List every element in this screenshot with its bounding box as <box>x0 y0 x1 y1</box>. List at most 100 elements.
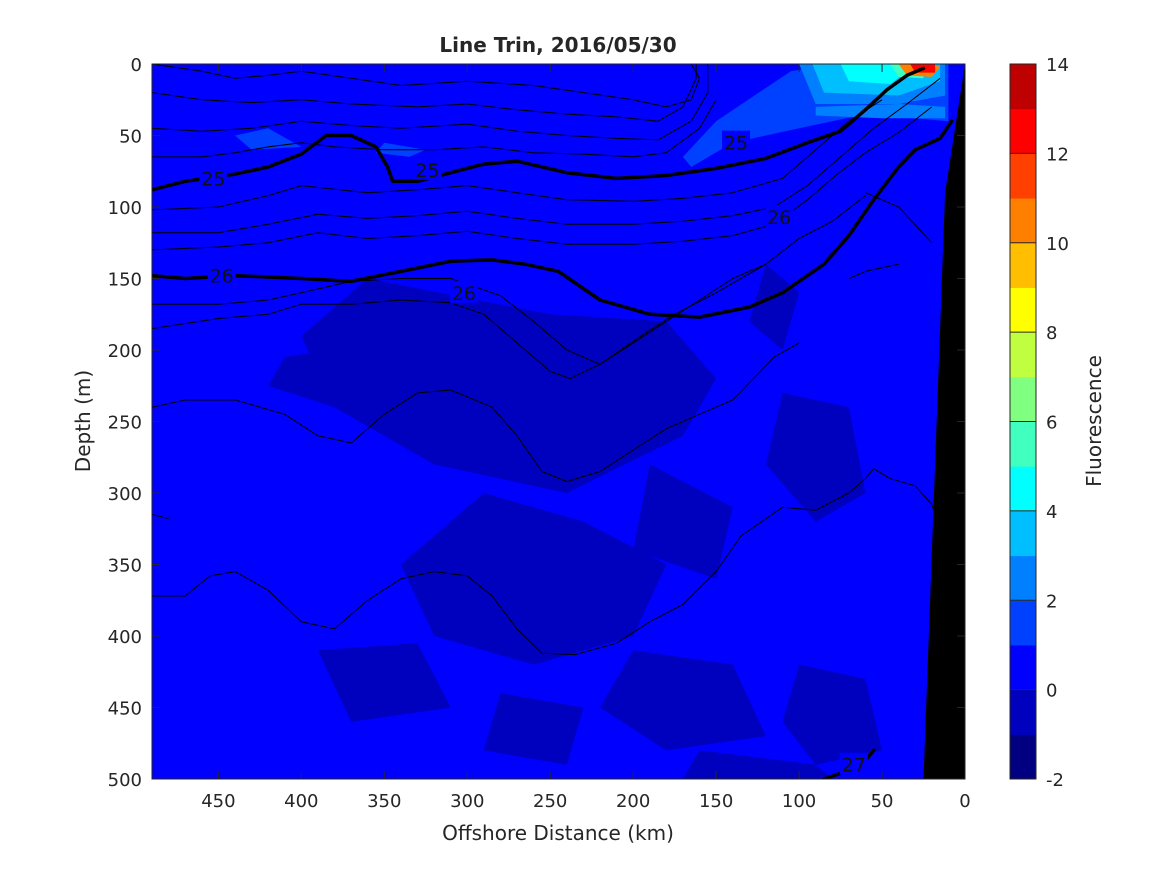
colorbar-segment-3 <box>1010 600 1036 646</box>
x-tick-label-400: 400 <box>284 791 318 812</box>
y-tick-label-100: 100 <box>108 198 142 219</box>
x-tick-label-100: 100 <box>782 791 816 812</box>
fluorescence-patch-17 <box>840 64 907 84</box>
colorbar-segment-12 <box>1010 198 1036 244</box>
thin-contour-5 <box>152 77 941 234</box>
fluorescence-patch-10 <box>682 750 833 779</box>
colorbar-segment-11 <box>1010 242 1036 288</box>
colorbar-segment-2 <box>1010 644 1036 691</box>
thin-contour-13 <box>848 263 899 279</box>
contour-label-2: 25 <box>724 133 748 155</box>
x-axis-label: Offshore Distance (km) <box>442 821 674 845</box>
fluorescence-patch-7 <box>782 664 882 765</box>
colorbar-segment-14 <box>1010 108 1036 154</box>
thin-contour-2 <box>152 64 709 141</box>
colorbar-segment-10 <box>1010 287 1036 333</box>
thin-contour-4 <box>152 99 883 211</box>
colorbar-segment-0 <box>1010 734 1036 780</box>
x-tick-label-150: 150 <box>699 791 733 812</box>
fluorescence-patch-8 <box>483 693 584 765</box>
contour-label-3: 26 <box>210 266 234 288</box>
y-tick-label-200: 200 <box>108 341 142 362</box>
contour-label-bg-2 <box>722 130 751 153</box>
fluorescence-patch-1 <box>400 493 667 665</box>
colorbar-tick-label-2: 2 <box>1046 591 1057 612</box>
contour-label-bg-4 <box>449 280 478 303</box>
y-axis: 0 50 100 150 200 250 300 350 400 450 500 <box>108 55 965 791</box>
contour-label-bg-3 <box>207 263 236 286</box>
fluorescence-patch-15 <box>815 104 946 119</box>
thin-contour-3 <box>152 99 717 158</box>
contour-label-4: 26 <box>452 283 476 305</box>
colorbar-segment-6 <box>1010 466 1036 512</box>
contour-label-bg-0 <box>199 166 228 189</box>
y-tick-label-350: 350 <box>108 556 142 577</box>
fluorescence-patches <box>235 64 949 779</box>
colorbar-tick-label-0: 0 <box>1046 681 1057 702</box>
thin-contour-6 <box>152 106 933 251</box>
x-axis: 450 400 350 300 250 200 150 100 50 0 <box>201 64 971 812</box>
colorbar-segment-5 <box>1010 510 1036 557</box>
contour-labels: 25 25 25 26 26 26 27 <box>199 130 868 777</box>
fluorescence-patch-6 <box>600 650 766 751</box>
x-tick-label-250: 250 <box>533 791 567 812</box>
contour-label-5: 26 <box>767 207 791 229</box>
contour-label-1: 25 <box>415 160 439 182</box>
colorbar-tick-label-8: 8 <box>1046 323 1057 344</box>
thin-contour-1 <box>152 64 697 122</box>
fluorescence-patch-0 <box>301 278 717 493</box>
x-tick-label-300: 300 <box>450 791 484 812</box>
fluorescence-patch-2 <box>268 342 401 408</box>
y-tick-label-150: 150 <box>108 270 142 291</box>
colorbar-segment-15 <box>1010 64 1036 110</box>
density-contours-thin <box>152 64 941 656</box>
fluorescence-patch-5 <box>317 643 451 722</box>
colorbar-segment-9 <box>1010 332 1036 378</box>
fluorescence-patch-4 <box>765 392 866 522</box>
colorbar-segment-4 <box>1010 555 1036 601</box>
colorbar-segment-13 <box>1010 153 1036 199</box>
x-tick-label-200: 200 <box>616 791 650 812</box>
fluorescence-patch-3 <box>633 464 733 579</box>
colorbar-frame <box>1009 63 1037 780</box>
colorbar-segment-7 <box>1010 421 1036 467</box>
x-tick-label-50: 50 <box>871 791 894 812</box>
contour-label-bg-1 <box>413 157 442 180</box>
bold-contour-25 <box>152 66 926 192</box>
chart-title: Line Trin, 2016/05/30 <box>439 33 676 57</box>
colorbar: -2 0 2 4 6 8 10 12 14 <box>1009 55 1069 791</box>
contour-label-bg-5 <box>765 205 794 228</box>
y-tick-label-500: 500 <box>108 770 142 791</box>
colorbar-tick-label-6: 6 <box>1046 413 1057 434</box>
colorbar-tick-label--2: -2 <box>1046 770 1064 791</box>
colorbar-tick-label-4: 4 <box>1046 502 1057 523</box>
x-tick-label-450: 450 <box>201 791 235 812</box>
x-tick-label-350: 350 <box>367 791 401 812</box>
colorbar-tick-label-14: 14 <box>1046 55 1069 76</box>
y-tick-label-50: 50 <box>119 127 142 148</box>
bold-contour-26 <box>152 119 954 319</box>
y-tick-label-400: 400 <box>108 627 142 648</box>
contour-label-0: 25 <box>201 168 225 190</box>
thin-contour-11 <box>152 514 169 520</box>
y-tick-label-450: 450 <box>108 699 142 720</box>
contour-label-bg-6 <box>839 752 868 775</box>
y-tick-label-250: 250 <box>108 413 142 434</box>
plot-area: 25 25 25 26 26 26 27 <box>152 64 965 779</box>
colorbar-tick-label-12: 12 <box>1046 144 1069 165</box>
y-tick-label-0: 0 <box>131 55 142 76</box>
y-axis-label: Depth (m) <box>71 370 95 472</box>
fluorescence-patch-9 <box>749 264 800 350</box>
land-mask <box>923 64 965 779</box>
colorbar-segment-1 <box>1010 689 1036 735</box>
colorbar-segment-8 <box>1010 376 1036 422</box>
x-tick-label-0: 0 <box>959 791 970 812</box>
contour-label-6: 27 <box>842 755 866 777</box>
thin-contour-9 <box>152 342 800 483</box>
y-tick-label-300: 300 <box>108 484 142 505</box>
thin-contour-10 <box>152 468 941 656</box>
colorbar-label: Fluorescence <box>1082 355 1106 487</box>
thin-contour-0 <box>152 64 700 108</box>
colorbar-tick-label-10: 10 <box>1046 234 1069 255</box>
